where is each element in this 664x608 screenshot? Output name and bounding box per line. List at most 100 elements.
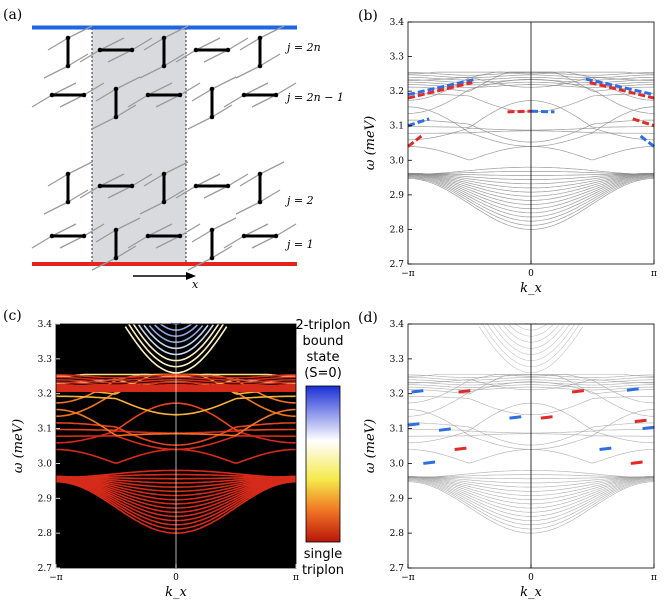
spin-site bbox=[65, 35, 71, 41]
lattice-link bbox=[115, 217, 141, 231]
spin-site bbox=[129, 47, 135, 53]
spin-site bbox=[241, 233, 247, 239]
y-axis-label: ω (meV) bbox=[363, 419, 378, 473]
lattice-link bbox=[79, 49, 101, 63]
spin-site bbox=[177, 92, 183, 98]
edge-segment bbox=[458, 389, 471, 394]
y-tick-label: 3.2 bbox=[390, 87, 404, 97]
lattice-link bbox=[195, 37, 221, 51]
edge-mode-line bbox=[407, 81, 473, 100]
spin-site bbox=[113, 114, 119, 120]
x-tick-label: −π bbox=[401, 269, 415, 279]
lattice-link bbox=[107, 49, 133, 63]
spin-site bbox=[81, 92, 87, 98]
lattice-link bbox=[51, 223, 77, 237]
lattice-link bbox=[31, 94, 53, 108]
lattice-link bbox=[259, 53, 281, 67]
lattice-link bbox=[59, 235, 85, 249]
arrow-head-icon bbox=[186, 272, 196, 280]
spin-site bbox=[257, 63, 263, 69]
colorbar-top-label: (S=0) bbox=[304, 366, 342, 381]
lattice-link bbox=[227, 37, 249, 51]
y-tick-label: 3.1 bbox=[390, 122, 404, 132]
x-tick-label: π bbox=[293, 573, 299, 583]
y-tick-label: 3.3 bbox=[390, 355, 405, 365]
lattice-link bbox=[163, 25, 189, 39]
spin-site bbox=[81, 233, 87, 239]
lattice-link bbox=[223, 94, 245, 108]
panel-label-b: (b) bbox=[358, 8, 378, 24]
lattice-link bbox=[179, 82, 201, 96]
panel-a: j = 2n j = 2n − 1 j = 2 j = 1 x bbox=[31, 25, 344, 291]
row-label-2n-1: j = 2n − 1 bbox=[284, 91, 344, 104]
lattice-link bbox=[115, 245, 137, 259]
edge-segment bbox=[407, 422, 420, 427]
lattice-link bbox=[147, 223, 173, 237]
lattice-link bbox=[259, 189, 281, 203]
edge-segment bbox=[411, 389, 424, 394]
spin-site bbox=[65, 63, 71, 69]
lattice-link bbox=[275, 82, 297, 96]
lattice-link bbox=[83, 223, 105, 237]
panel-label-c: (c) bbox=[3, 308, 22, 324]
y-tick-label: 3.0 bbox=[390, 156, 405, 166]
edge-segment bbox=[509, 415, 522, 420]
lattice-link bbox=[95, 88, 117, 102]
colorbar-bottom-label: triplon bbox=[302, 563, 344, 578]
y-tick-label: 3.0 bbox=[38, 459, 53, 469]
spin-site bbox=[209, 227, 215, 233]
spin-site bbox=[257, 35, 263, 41]
edge-mode-line bbox=[530, 109, 555, 114]
lattice-link bbox=[191, 229, 213, 243]
lattice-link bbox=[211, 245, 233, 259]
colorbar-top-label: state bbox=[307, 350, 340, 365]
spin-site bbox=[161, 171, 167, 177]
lattice-link bbox=[83, 82, 105, 96]
spin-site bbox=[49, 233, 55, 239]
spin-site bbox=[49, 92, 55, 98]
panel-b: 2.7 2.8 2.9 3.0 3.1 3.2 3.3 3.4 −π 0 π k_x ω (meV) bbox=[363, 18, 657, 296]
lattice-link bbox=[187, 116, 213, 130]
y-tick-label: 2.9 bbox=[390, 191, 405, 201]
y-tick-label: 2.9 bbox=[390, 494, 405, 504]
y-tick-label: 3.1 bbox=[38, 425, 52, 435]
lattice-link bbox=[239, 37, 261, 51]
lattice-link bbox=[43, 201, 69, 215]
edge-segment bbox=[599, 446, 612, 451]
lattice-link bbox=[147, 82, 173, 96]
row-label-2n: j = 2n bbox=[284, 41, 321, 54]
lattice-link bbox=[251, 235, 277, 249]
y-tick-label: 3.4 bbox=[390, 18, 405, 28]
x-tick-label: 0 bbox=[528, 269, 534, 279]
lattice-link bbox=[275, 223, 297, 237]
row-label-2: j = 2 bbox=[284, 194, 314, 207]
lattice-link bbox=[227, 173, 249, 187]
edge-segment bbox=[423, 460, 436, 465]
lattice-link bbox=[251, 94, 277, 108]
y-tick-label: 2.7 bbox=[390, 564, 405, 574]
panel-label-d: (d) bbox=[358, 310, 378, 326]
lattice-link bbox=[179, 223, 201, 237]
lattice-link bbox=[155, 94, 181, 108]
spin-site bbox=[193, 47, 199, 53]
spin-site bbox=[209, 255, 215, 261]
lattice-link bbox=[259, 161, 285, 175]
lattice-link bbox=[67, 53, 89, 67]
lattice-link bbox=[143, 173, 165, 187]
edge-segment bbox=[540, 415, 553, 420]
lattice bbox=[31, 25, 297, 271]
spin-site bbox=[209, 114, 215, 120]
colorbar-bottom-label: single bbox=[304, 547, 343, 562]
lattice-link bbox=[67, 25, 93, 39]
spin-site bbox=[97, 183, 103, 189]
lattice-link bbox=[163, 53, 185, 67]
lattice-link bbox=[259, 25, 285, 39]
lattice-link bbox=[191, 88, 213, 102]
x-tick-label: 0 bbox=[528, 573, 534, 583]
edge-mode-line bbox=[407, 77, 477, 97]
spin-site bbox=[97, 47, 103, 53]
y-tick-label: 2.9 bbox=[38, 494, 53, 504]
edge-mode-line bbox=[407, 117, 430, 128]
lattice-link bbox=[67, 189, 89, 203]
